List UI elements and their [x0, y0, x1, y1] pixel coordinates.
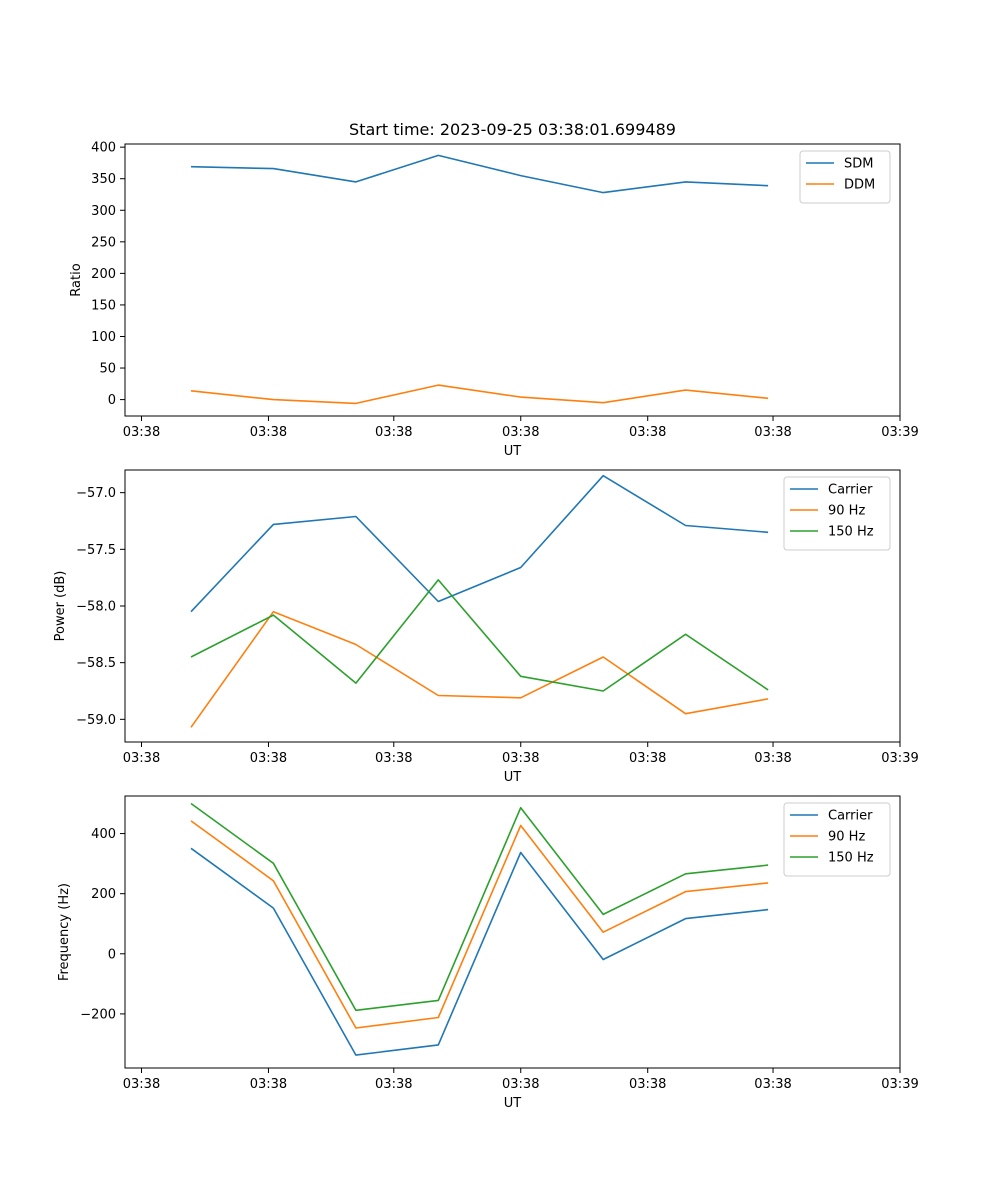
legend-box [799, 150, 891, 204]
y-tick-label: 150 [91, 298, 116, 313]
y-tick-label: −57.0 [76, 486, 116, 501]
y-tick-label: 0 [108, 947, 116, 962]
subplot-2: 03:38 03:38 03:38 03:38 03:38 03:38 03:39 −59.0… [53, 469, 919, 785]
x-tick-label: 03:38 [250, 1077, 287, 1092]
x-tick-label: 03:38 [375, 751, 412, 766]
y-tick-label: −200 [80, 1007, 116, 1022]
legend-label: 90 Hz [828, 504, 865, 519]
y-axis-label: Frequency (Hz) [57, 883, 72, 981]
x-tick-label: 03:38 [250, 425, 287, 440]
y-tick-label: 300 [91, 204, 116, 219]
y-tick-label: 0 [108, 393, 116, 408]
y-axis-label: Ratio [69, 263, 84, 296]
x-tick-label: 03:38 [502, 425, 539, 440]
x-tick-label: 03:38 [754, 751, 791, 766]
x-tick-label: 03:38 [375, 425, 412, 440]
plot-area [124, 795, 901, 1069]
x-tick-label: 03:39 [881, 1077, 918, 1092]
x-axis-label: UT [504, 444, 522, 459]
subplot-3: 03:38 03:38 03:38 03:38 03:38 03:38 03:39 −200 0… [57, 795, 919, 1111]
series-line-150-hz [190, 579, 769, 692]
y-tick-label: 350 [91, 172, 116, 187]
x-tick-label: 03:38 [629, 425, 666, 440]
y-tick-label: −59.0 [76, 713, 116, 728]
y-tick-label: 50 [99, 362, 116, 377]
x-tick-label: 03:38 [123, 751, 160, 766]
series-line-150-hz [190, 802, 769, 1012]
x-tick-label: 03:38 [502, 1077, 539, 1092]
y-tick-label: −58.5 [76, 656, 116, 671]
y-tick-label: 400 [91, 141, 116, 156]
y-tick-label: −57.5 [76, 543, 116, 558]
x-tick-label: 03:38 [502, 751, 539, 766]
legend-label: DDM [844, 178, 875, 193]
x-axis-label: UT [504, 1096, 522, 1111]
legend-label: Carrier [828, 483, 873, 498]
x-tick-label: 03:38 [754, 1077, 791, 1092]
x-tick-label: 03:38 [629, 1077, 666, 1092]
y-tick-label: 250 [91, 235, 116, 250]
series-line-carrier [190, 847, 769, 1056]
legend-label: Carrier [828, 809, 873, 824]
series-line-carrier [190, 474, 769, 613]
legend-label: 90 Hz [828, 830, 865, 845]
legend: SDM DDM [799, 150, 891, 204]
x-tick-label: 03:38 [375, 1077, 412, 1092]
x-tick-label: 03:38 [250, 751, 287, 766]
y-tick-label: 200 [91, 887, 116, 902]
y-tick-label: 200 [91, 267, 116, 282]
legend: Carrier 90 Hz 150 Hz [783, 476, 891, 551]
y-tick-label: 400 [91, 827, 116, 842]
x-tick-label: 03:38 [754, 425, 791, 440]
panels: 03:38 03:38 03:38 03:38 03:38 03:38 03:39 0 50 10… [53, 141, 919, 1111]
subplot-1: 03:38 03:38 03:38 03:38 03:38 03:38 03:39 0 50 10… [69, 141, 919, 459]
y-axis-label: Power (dB) [53, 571, 68, 642]
x-tick-label: 03:38 [123, 425, 160, 440]
series-line-90-hz [190, 610, 769, 728]
y-tick-label: −58.0 [76, 600, 116, 615]
series-line-ddm [190, 384, 769, 405]
x-axis-label: UT [504, 770, 522, 785]
legend: Carrier 90 Hz 150 Hz [783, 802, 891, 877]
x-tick-label: 03:38 [123, 1077, 160, 1092]
x-tick-label: 03:39 [881, 751, 918, 766]
figure-title: Start time: 2023-09-25 03:38:01.699489 [349, 120, 676, 139]
series-line-sdm [190, 154, 769, 194]
legend-label: 150 Hz [828, 525, 874, 540]
x-tick-label: 03:38 [629, 751, 666, 766]
legend-label: 150 Hz [828, 851, 874, 866]
y-tick-label: 100 [91, 330, 116, 345]
x-tick-label: 03:39 [881, 425, 918, 440]
legend-label: SDM [844, 157, 873, 172]
series-line-90-hz [190, 820, 769, 1029]
plot-area [124, 143, 901, 417]
